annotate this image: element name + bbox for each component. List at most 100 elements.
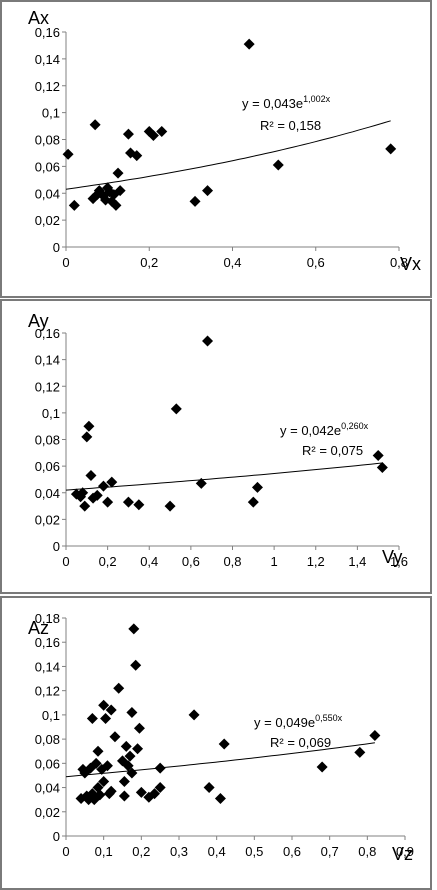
y-axis-title: Ay	[28, 311, 49, 331]
data-point	[109, 731, 121, 743]
data-point	[154, 762, 166, 774]
y-tick-label: 0,02	[35, 213, 60, 228]
data-point	[98, 699, 110, 711]
x-tick-label: 0,6	[283, 844, 301, 859]
data-point	[118, 790, 130, 802]
data-point	[112, 167, 124, 179]
trendline	[65, 120, 391, 190]
data-point	[86, 713, 98, 725]
data-point	[89, 119, 101, 131]
y-tick-label: 0	[53, 240, 60, 255]
trendline-equation: y = 0,049e0,550x	[254, 713, 343, 730]
data-point	[105, 704, 117, 716]
y-tick-label: 0,14	[35, 659, 60, 674]
x-axis-title: Vy	[382, 547, 402, 567]
y-tick-label: 0,12	[35, 379, 60, 394]
y-tick-label: 0,1	[42, 708, 60, 723]
y-tick-label: 0,14	[35, 52, 60, 67]
data-point	[91, 489, 103, 501]
trendline-equation: y = 0,042e0,260x	[280, 421, 369, 438]
data-point	[130, 659, 142, 671]
trendline-r-squared: R² = 0,075	[302, 443, 363, 458]
y-tick-label: 0,12	[35, 79, 60, 94]
data-point	[272, 159, 284, 171]
data-point	[316, 761, 328, 773]
data-point	[188, 709, 200, 721]
data-point	[133, 722, 145, 734]
data-point	[164, 500, 176, 512]
data-point	[354, 746, 366, 758]
x-tick-label: 0,4	[208, 844, 226, 859]
y-tick-label: 0,04	[35, 486, 60, 501]
data-point	[202, 335, 214, 347]
x-tick-label: 0,2	[132, 844, 150, 859]
data-point	[251, 481, 263, 493]
data-point	[385, 143, 397, 155]
x-tick-label: 0,4	[223, 255, 241, 270]
data-point	[124, 750, 136, 762]
x-tick-label: 0,8	[358, 844, 376, 859]
data-point	[77, 487, 89, 499]
data-point	[154, 782, 166, 794]
data-point	[218, 738, 230, 750]
trendline-r-squared: R² = 0,158	[260, 118, 321, 133]
y-axis-title: Az	[28, 618, 49, 638]
chart-ax-vs-vx: 0 0,02 0,04 0,06 0,08 0,1 0,12 0,14 0,16 0 0,2 0,4 0…	[28, 8, 421, 274]
data-point	[102, 496, 114, 508]
data-point	[128, 623, 140, 635]
y-tick-label: 0,16	[35, 25, 60, 40]
data-point	[202, 185, 214, 197]
y-tick-label: 0,06	[35, 756, 60, 771]
data-point	[214, 792, 226, 804]
y-tick-label: 0,06	[35, 459, 60, 474]
x-tick-label: 0,2	[99, 554, 117, 569]
data-point	[122, 496, 134, 508]
data-point	[113, 682, 125, 694]
data-point	[147, 129, 159, 141]
y-tick-label: 0	[53, 539, 60, 554]
data-point	[170, 403, 182, 415]
y-tick-label: 0,14	[35, 353, 60, 368]
x-tick-label: 0,2	[140, 255, 158, 270]
data-point	[122, 760, 134, 772]
data-point	[203, 782, 215, 794]
data-point	[114, 185, 126, 197]
data-point	[376, 461, 388, 473]
x-tick-label: 0	[62, 844, 69, 859]
data-point	[98, 776, 110, 787]
data-point	[81, 431, 93, 443]
data-point	[110, 199, 122, 211]
x-tick-label: 1,6	[390, 554, 408, 569]
trendline	[65, 742, 375, 778]
data-point	[94, 789, 106, 801]
y-tick-label: 0,16	[35, 635, 60, 650]
x-tick-label: 0,1	[95, 844, 113, 859]
data-point	[77, 763, 89, 775]
y-axis-title: Ax	[28, 8, 49, 28]
x-tick-label: 0,6	[307, 255, 325, 270]
data-point	[120, 740, 132, 752]
y-tick-label: 0,08	[35, 133, 60, 148]
data-point	[117, 755, 128, 767]
data-point	[132, 743, 144, 755]
data-point	[195, 477, 207, 489]
chart-ay-vs-vy: 0 0,02 0,04 0,06 0,08 0,1 0,12 0,14 0,16 0 0,2 0,4 0…	[28, 311, 408, 569]
data-point	[118, 776, 130, 787]
x-tick-label: 0	[62, 554, 69, 569]
data-point	[131, 150, 143, 162]
chart-panel-z: 0 0,02 0,04 0,06 0,08 0,1 0,12 0,14 0,16 0,18 0 0,1…	[0, 596, 432, 890]
x-tick-label: 0,3	[170, 844, 188, 859]
trendline-equation: y = 0,043e1,002x	[242, 94, 331, 111]
x-tick-label: 0,6	[182, 554, 200, 569]
data-point	[133, 499, 145, 511]
y-tick-label: 0,16	[35, 326, 60, 341]
data-point	[156, 125, 168, 137]
y-tick-label: 0,02	[35, 805, 60, 820]
y-tick-label: 0,02	[35, 512, 60, 527]
x-axis-title: Vz	[392, 844, 413, 864]
data-point	[126, 767, 138, 779]
x-tick-label: 0,4	[140, 554, 158, 569]
data-point	[97, 480, 109, 492]
data-point	[372, 449, 384, 461]
y-tick-label: 0,08	[35, 732, 60, 747]
